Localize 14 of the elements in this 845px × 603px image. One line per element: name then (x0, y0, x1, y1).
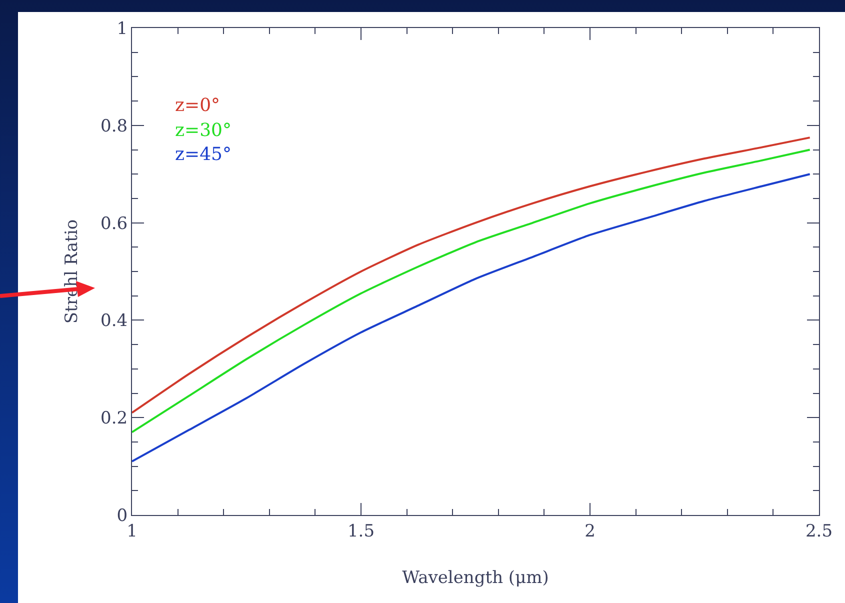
text: z=0° (175, 95, 220, 116)
x-tick-label: 2.5 (805, 521, 833, 542)
y-tick-label: 1 (116, 18, 128, 39)
y-tick-label: 0.8 (100, 116, 128, 136)
y-tick-label: 0.4 (100, 311, 128, 332)
line-series (132, 173, 811, 462)
y-tick-label: 0 (116, 506, 128, 526)
x-tick-label: 2 (584, 521, 596, 542)
y-tick-label: 0.6 (100, 214, 128, 234)
text: z=45° (175, 144, 232, 165)
y-tick-label: 0.2 (100, 408, 128, 429)
x-axis-title: Wavelength (μm) (402, 568, 549, 588)
text: z=30° (175, 120, 232, 141)
x-tick-label: 1.5 (347, 521, 375, 542)
